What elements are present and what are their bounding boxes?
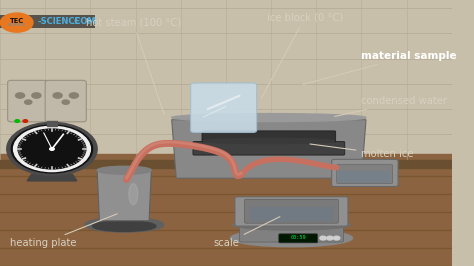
FancyBboxPatch shape bbox=[250, 207, 333, 221]
Circle shape bbox=[14, 126, 91, 172]
Circle shape bbox=[25, 100, 32, 104]
Bar bbox=[0, 0, 452, 160]
Text: 00:59: 00:59 bbox=[291, 235, 306, 240]
Text: scale: scale bbox=[213, 217, 280, 248]
Text: .COM: .COM bbox=[72, 17, 96, 26]
Circle shape bbox=[11, 125, 92, 173]
Circle shape bbox=[62, 100, 69, 104]
Polygon shape bbox=[172, 120, 366, 178]
Ellipse shape bbox=[129, 184, 138, 205]
FancyBboxPatch shape bbox=[191, 83, 256, 132]
Bar bbox=[46, 121, 57, 126]
Ellipse shape bbox=[97, 166, 151, 174]
FancyBboxPatch shape bbox=[245, 199, 338, 223]
Circle shape bbox=[327, 236, 333, 240]
FancyBboxPatch shape bbox=[45, 80, 86, 122]
Circle shape bbox=[50, 148, 54, 150]
FancyBboxPatch shape bbox=[332, 159, 398, 186]
Text: condensed water: condensed water bbox=[335, 96, 447, 117]
Circle shape bbox=[23, 120, 27, 122]
FancyBboxPatch shape bbox=[235, 197, 348, 226]
Ellipse shape bbox=[203, 138, 334, 144]
Bar bbox=[0, 154, 452, 266]
FancyBboxPatch shape bbox=[338, 171, 390, 183]
Circle shape bbox=[15, 120, 19, 122]
Circle shape bbox=[334, 236, 340, 240]
FancyBboxPatch shape bbox=[279, 234, 318, 243]
Circle shape bbox=[32, 93, 41, 98]
Circle shape bbox=[7, 122, 97, 176]
Ellipse shape bbox=[230, 229, 353, 247]
Circle shape bbox=[320, 236, 326, 240]
Ellipse shape bbox=[172, 114, 366, 122]
FancyBboxPatch shape bbox=[202, 131, 336, 142]
Text: -SCIENCE: -SCIENCE bbox=[37, 17, 80, 26]
Text: ice block (0 °C): ice block (0 °C) bbox=[261, 12, 343, 99]
Polygon shape bbox=[27, 174, 77, 181]
FancyBboxPatch shape bbox=[337, 165, 392, 184]
Text: material sample: material sample bbox=[303, 51, 457, 84]
FancyBboxPatch shape bbox=[193, 142, 345, 155]
Circle shape bbox=[0, 13, 33, 32]
FancyBboxPatch shape bbox=[0, 15, 95, 28]
FancyBboxPatch shape bbox=[239, 225, 343, 242]
Circle shape bbox=[18, 129, 86, 169]
FancyBboxPatch shape bbox=[8, 80, 49, 122]
Text: molten ice: molten ice bbox=[310, 144, 414, 159]
Ellipse shape bbox=[233, 219, 350, 230]
Polygon shape bbox=[97, 170, 151, 221]
Bar bbox=[0, 160, 452, 168]
Text: heating plate: heating plate bbox=[9, 214, 117, 248]
Ellipse shape bbox=[92, 221, 156, 231]
Text: hot steam (100 °C): hot steam (100 °C) bbox=[86, 18, 181, 114]
Ellipse shape bbox=[85, 218, 164, 232]
Circle shape bbox=[53, 93, 62, 98]
Circle shape bbox=[16, 93, 25, 98]
Text: TEC: TEC bbox=[9, 18, 24, 24]
Circle shape bbox=[69, 93, 78, 98]
Text: SCIENCE: SCIENCE bbox=[8, 23, 26, 27]
